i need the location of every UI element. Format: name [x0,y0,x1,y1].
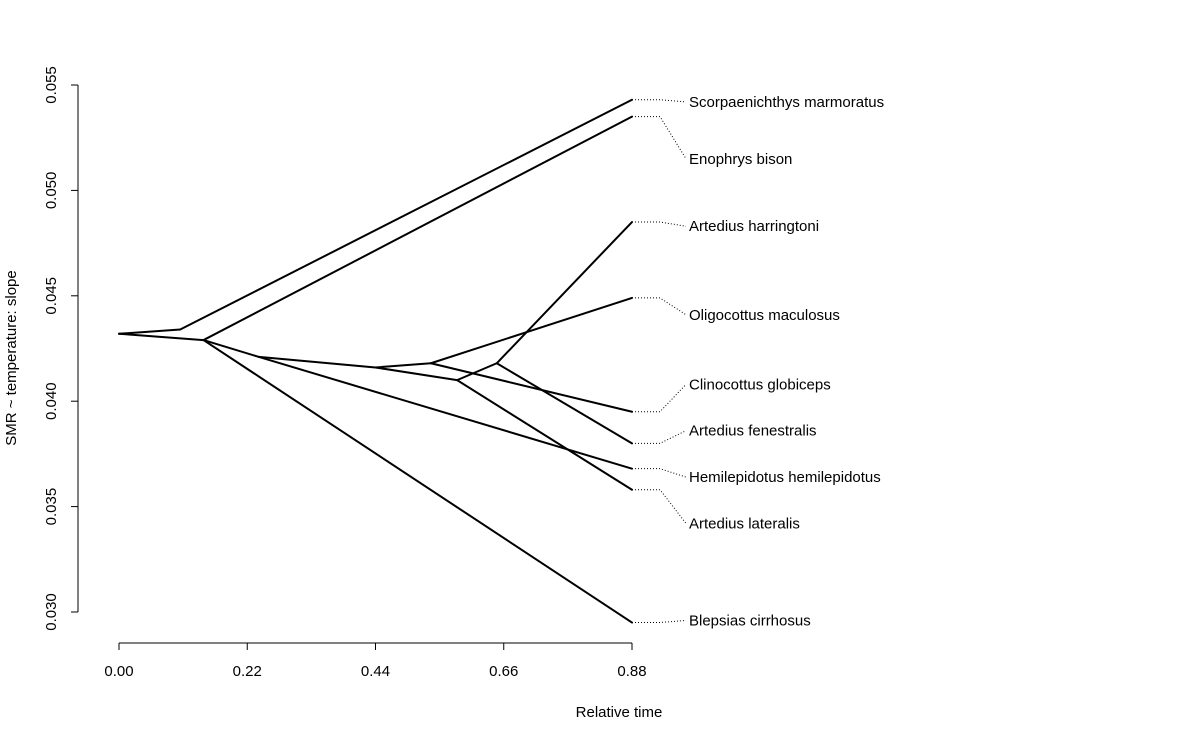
tip-leader-line [632,468,687,478]
branch-line [456,362,498,382]
branch-group [118,98,633,624]
tip-leader-line [632,99,687,103]
x-tick-label: 0.00 [104,663,133,680]
tip-leader-line [632,116,687,160]
branch-line [257,355,377,369]
tip-branch-line [429,296,633,365]
tip-branch-line [202,115,633,342]
y-axis: 0.030 0.035 0.040 0.045 0.050 0.055 SMR ~ tem… [3,66,79,631]
tip-label: Artedius harringtoni [689,218,819,235]
branch-line [374,366,459,382]
tip-label: Artedius lateralis [689,515,800,532]
y-tick-group: 0.030 0.035 0.040 0.045 0.050 0.055 [43,66,78,631]
branch-line [118,328,182,335]
tip-label: Blepsias cirrhosus [689,612,811,629]
tip-label: Artedius fenestralis [689,423,817,440]
tip-label: Oligocottus maculosus [689,307,840,324]
y-tick-label: 0.050 [43,172,60,210]
tip-leader-line [632,430,687,444]
x-tick-label: 0.22 [233,663,262,680]
tip-branch-line [495,362,633,445]
x-tick-label: 0.88 [617,663,646,680]
y-tick-label: 0.040 [43,382,60,420]
x-tick-label: 0.44 [361,663,390,680]
branch-line [374,362,432,369]
tip-label: Enophrys bison [689,151,792,168]
tip-branch-line [429,362,633,413]
branch-line [118,332,205,342]
y-tick-label: 0.035 [43,488,60,526]
tip-branch-line [456,379,633,491]
tip-leader-group [632,99,687,624]
x-axis: 0.00 0.22 0.44 0.66 0.88 Relative time [104,642,663,721]
x-tick-label: 0.66 [489,663,518,680]
tip-label: Clinocottus globiceps [689,376,831,393]
tip-branch-line [179,98,633,331]
y-axis-label: SMR ~ temperature: slope [3,270,20,446]
tip-leader-line [632,619,687,624]
tip-branch-line [495,221,633,365]
y-tick-label: 0.030 [43,593,60,631]
y-tick-label: 0.055 [43,66,60,104]
tip-leader-line [632,383,687,413]
tip-leader-line [632,297,687,316]
tip-leader-line [632,221,687,227]
tip-label: Scorpaenichthys marmoratus [689,94,884,111]
tip-label-group: Scorpaenichthys marmoratus Enophrys bison… [689,94,884,630]
y-tick-label: 0.045 [43,277,60,315]
tip-branch-line [202,339,633,624]
x-axis-label: Relative time [576,704,663,721]
branch-line [202,339,260,358]
tip-label: Hemilepidotus hemilepidotus [689,469,881,486]
x-tick-group: 0.00 0.22 0.44 0.66 0.88 [104,643,647,680]
tip-leader-line [632,489,687,524]
